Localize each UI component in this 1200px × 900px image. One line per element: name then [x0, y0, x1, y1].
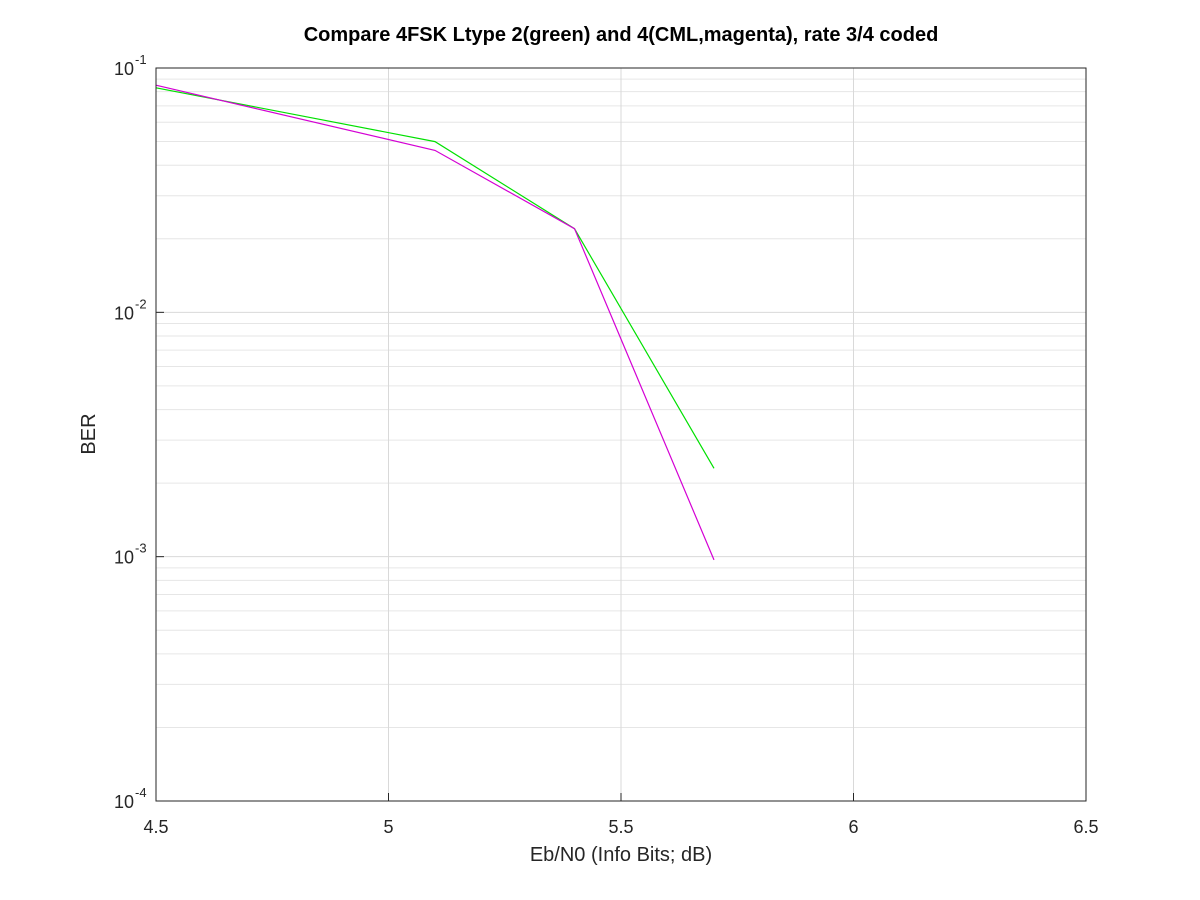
- x-tick-label: 5: [383, 817, 393, 837]
- x-tick-label: 6.5: [1073, 817, 1098, 837]
- chart-title: Compare 4FSK Ltype 2(green) and 4(CML,ma…: [304, 24, 939, 46]
- y-tick-label: 10: [114, 303, 134, 323]
- y-tick-exponent: -1: [135, 52, 147, 67]
- grid: [155, 67, 1087, 802]
- y-tick-label: 10: [114, 792, 134, 812]
- y-tick-exponent: -4: [135, 785, 147, 800]
- x-axis-label: Eb/N0 (Info Bits; dB): [530, 844, 712, 866]
- series-line-1: [155, 87, 715, 469]
- y-tick-exponent: -3: [135, 541, 147, 556]
- y-axis-label: BER: [78, 413, 100, 454]
- tick-layer: 10-110-210-310 -44.5 5 5.5 6 6.5: [114, 52, 1099, 837]
- y-tick-label: 10: [114, 548, 134, 568]
- series-layer: [155, 84, 715, 561]
- y-tick-label: 10: [114, 59, 134, 79]
- y-tick-exponent: -2: [135, 296, 147, 311]
- series-line-2: [155, 84, 715, 561]
- x-tick-label: 5.5: [608, 817, 633, 837]
- x-tick-label: 4.5: [143, 817, 168, 837]
- x-tick-label: 6: [848, 817, 858, 837]
